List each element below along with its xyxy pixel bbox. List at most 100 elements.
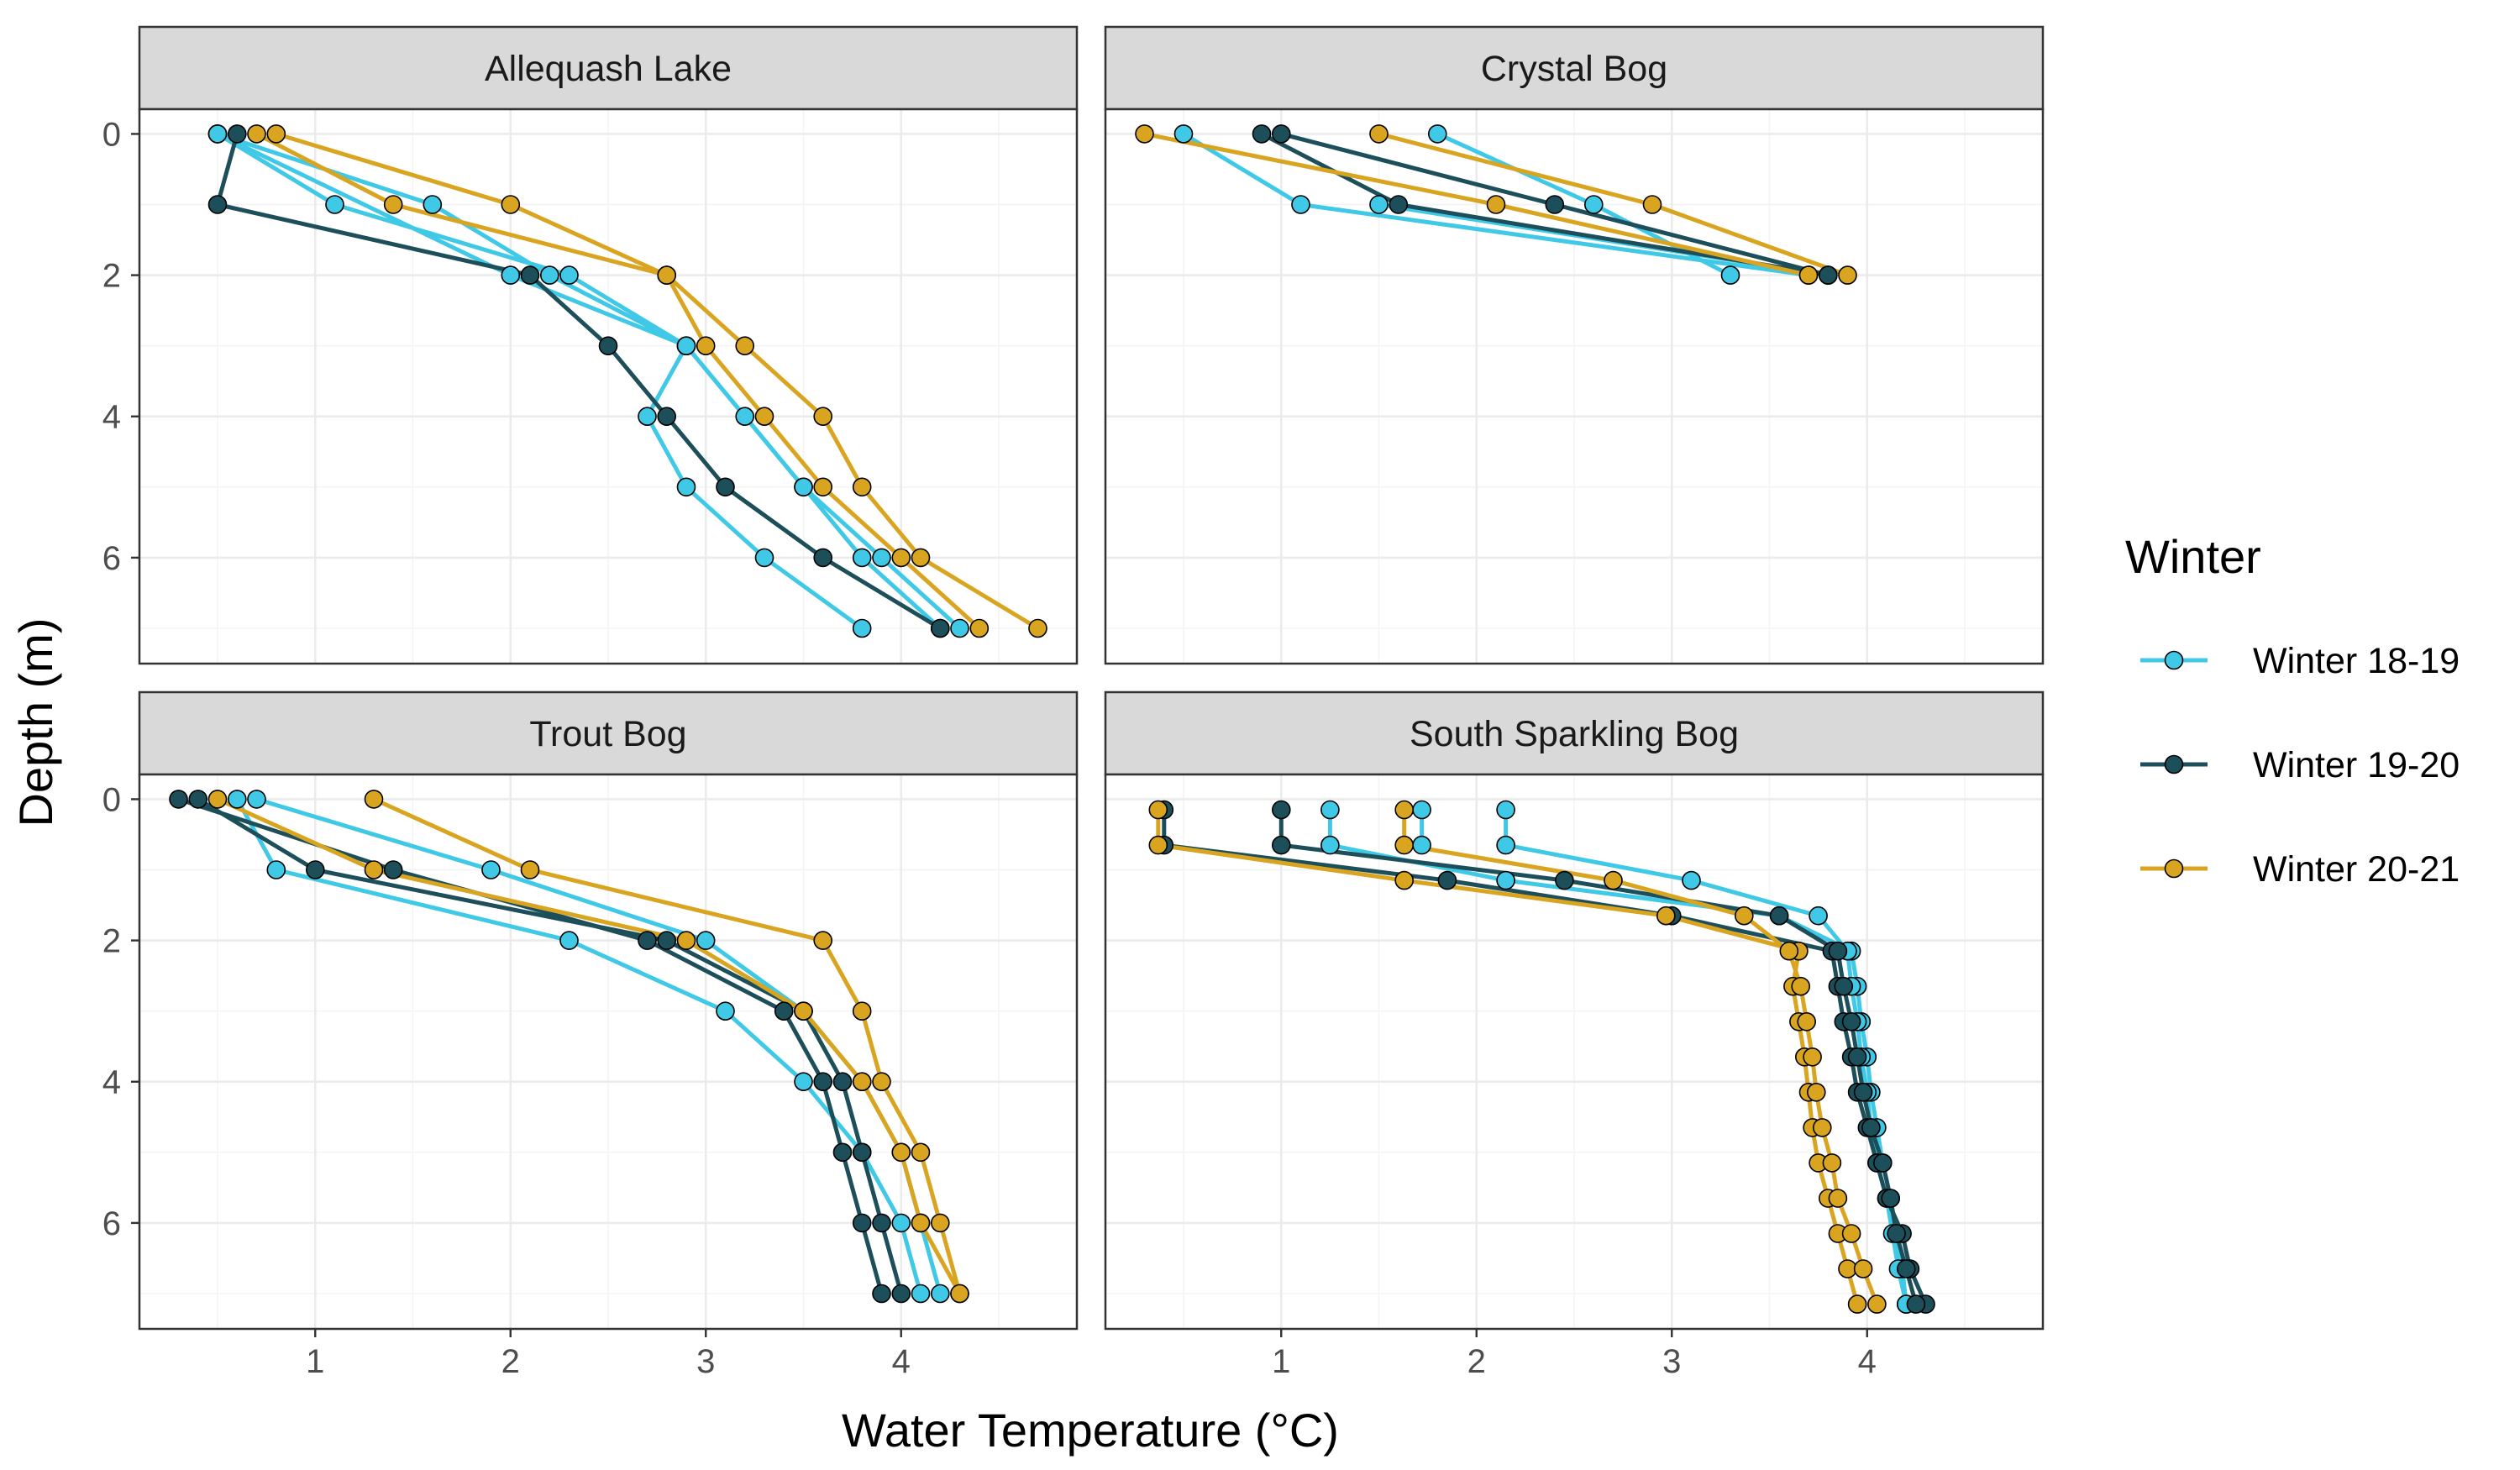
- data-point: [1779, 941, 1799, 961]
- panel-border: [1104, 773, 2045, 1331]
- data-point: [227, 124, 247, 144]
- data-point: [638, 407, 657, 427]
- data-point: [1148, 800, 1168, 820]
- legend-label: Winter 20-21: [2253, 849, 2460, 890]
- data-point: [1809, 906, 1828, 926]
- data-point: [559, 931, 579, 950]
- data-point: [754, 548, 774, 568]
- data-point: [794, 1001, 813, 1021]
- data-point: [383, 860, 403, 879]
- data-point: [1867, 1294, 1887, 1314]
- data-point: [1720, 265, 1740, 285]
- data-point: [1819, 265, 1838, 285]
- data-point: [911, 1142, 931, 1163]
- series-line: [255, 131, 982, 631]
- data-point: [676, 931, 696, 950]
- data-point: [188, 790, 208, 809]
- facet-strip: [138, 690, 1079, 776]
- legend-entry: Winter 20-21: [2140, 849, 2460, 890]
- y-tick-label: 2: [102, 923, 121, 960]
- facet-panel-1: Crystal Bog: [1104, 25, 2045, 665]
- data-point: [852, 1001, 872, 1021]
- data-point: [1841, 1224, 1861, 1243]
- data-point: [1555, 870, 1574, 890]
- panel-border: [138, 108, 1079, 665]
- data-point: [207, 790, 228, 809]
- data-point: [1682, 870, 1701, 890]
- data-point: [657, 931, 677, 950]
- y-tick-label: 6: [102, 540, 121, 577]
- y-tick-label: 6: [102, 1205, 121, 1242]
- data-point: [813, 931, 833, 950]
- data-point: [931, 1213, 950, 1233]
- data-point: [1828, 941, 1848, 961]
- data-point: [1841, 1012, 1861, 1032]
- facet-strip: [138, 25, 1079, 111]
- data-point: [638, 931, 657, 950]
- data-point: [852, 477, 872, 497]
- data-point: [852, 1213, 872, 1233]
- data-point: [481, 860, 501, 879]
- data-point: [1769, 906, 1789, 926]
- data-point: [676, 477, 696, 497]
- data-point: [813, 548, 833, 568]
- data-point: [872, 1213, 891, 1233]
- data-point: [1486, 195, 1506, 214]
- series-group: [207, 124, 1047, 638]
- data-point: [1822, 1153, 1842, 1173]
- facet-strip: [1104, 690, 2045, 776]
- data-point: [891, 1142, 911, 1163]
- data-point: [1272, 835, 1291, 855]
- data-point: [696, 931, 716, 950]
- data-point: [364, 790, 384, 809]
- series-group: [1135, 124, 1857, 285]
- data-point: [1853, 1259, 1873, 1278]
- x-tick-label: 3: [1662, 1343, 1681, 1380]
- data-point: [1847, 1294, 1867, 1314]
- data-point: [852, 1142, 872, 1163]
- data-point: [1604, 870, 1623, 890]
- data-point: [1847, 1047, 1867, 1067]
- data-point: [1173, 124, 1194, 144]
- legend-entry: Winter 18-19: [2140, 641, 2460, 681]
- x-tick-label: 1: [306, 1343, 324, 1380]
- data-point: [247, 790, 266, 809]
- data-point: [754, 407, 774, 427]
- data-point: [1803, 1047, 1822, 1067]
- data-point: [1369, 195, 1389, 214]
- data-point: [247, 124, 266, 144]
- data-point: [1320, 800, 1340, 820]
- data-point: [794, 477, 813, 497]
- legend-title: Winter: [2125, 530, 2261, 583]
- data-point: [423, 195, 443, 214]
- y-tick-label: 2: [102, 258, 121, 295]
- series-line: [215, 796, 962, 1296]
- data-point: [657, 407, 677, 427]
- data-point: [598, 336, 618, 356]
- data-point: [1291, 195, 1310, 214]
- data-point: [1813, 1118, 1832, 1137]
- data-point: [1148, 835, 1168, 855]
- data-point: [832, 1072, 853, 1091]
- data-point: [872, 1072, 891, 1091]
- panel-border: [138, 773, 1079, 1331]
- data-point: [1272, 124, 1291, 144]
- data-point: [774, 1001, 794, 1021]
- data-point: [1897, 1259, 1916, 1278]
- data-point: [1394, 800, 1414, 820]
- data-point: [1428, 124, 1447, 144]
- x-tick-label: 2: [501, 1343, 520, 1380]
- legend-label: Winter 18-19: [2253, 641, 2460, 681]
- data-point: [931, 618, 950, 638]
- legend-key-point: [2164, 754, 2184, 774]
- facet-panel-3: South Sparkling Bog 1 2 3 4: [1104, 690, 2045, 1380]
- data-point: [891, 1284, 911, 1304]
- data-point: [1252, 124, 1272, 144]
- y-tick-label: 0: [102, 116, 121, 153]
- series-line: [196, 796, 904, 1296]
- data-point: [852, 548, 872, 568]
- data-point: [520, 265, 540, 285]
- x-tick-label: 4: [1858, 1343, 1877, 1380]
- data-point: [1797, 1012, 1816, 1032]
- facet-strip-title: Crystal Bog: [1481, 49, 1667, 89]
